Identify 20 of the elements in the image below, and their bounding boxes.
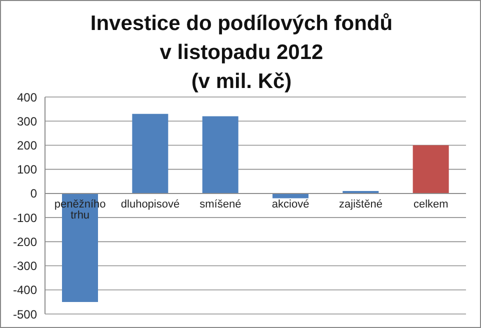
bar <box>202 116 238 194</box>
x-tick-label: smíšené <box>200 198 242 210</box>
y-tick-label: -200 <box>12 234 38 249</box>
y-tick-label: -400 <box>12 283 38 298</box>
y-tick-label: 0 <box>30 186 38 201</box>
y-tick-label: -100 <box>12 210 38 225</box>
x-tick-label: zajištěné <box>339 198 382 210</box>
bar <box>272 193 308 198</box>
y-tick-label: -300 <box>12 259 38 274</box>
y-tick-label: 400 <box>16 90 38 104</box>
chart-title: Investice do podílových fondů v listopadu 2012 (v mil. Kč) <box>90 12 393 93</box>
x-tick-label: celkem <box>413 198 448 210</box>
x-tick-label: akciové <box>272 198 310 210</box>
x-tick-label: dluhopisové <box>120 198 180 210</box>
y-tick-label: 200 <box>16 138 38 152</box>
y-tick-label: -500 <box>12 307 38 322</box>
y-tick-label: 300 <box>16 114 38 128</box>
bar <box>412 145 449 194</box>
y-tick-label: 100 <box>16 162 38 177</box>
bar <box>132 114 168 194</box>
